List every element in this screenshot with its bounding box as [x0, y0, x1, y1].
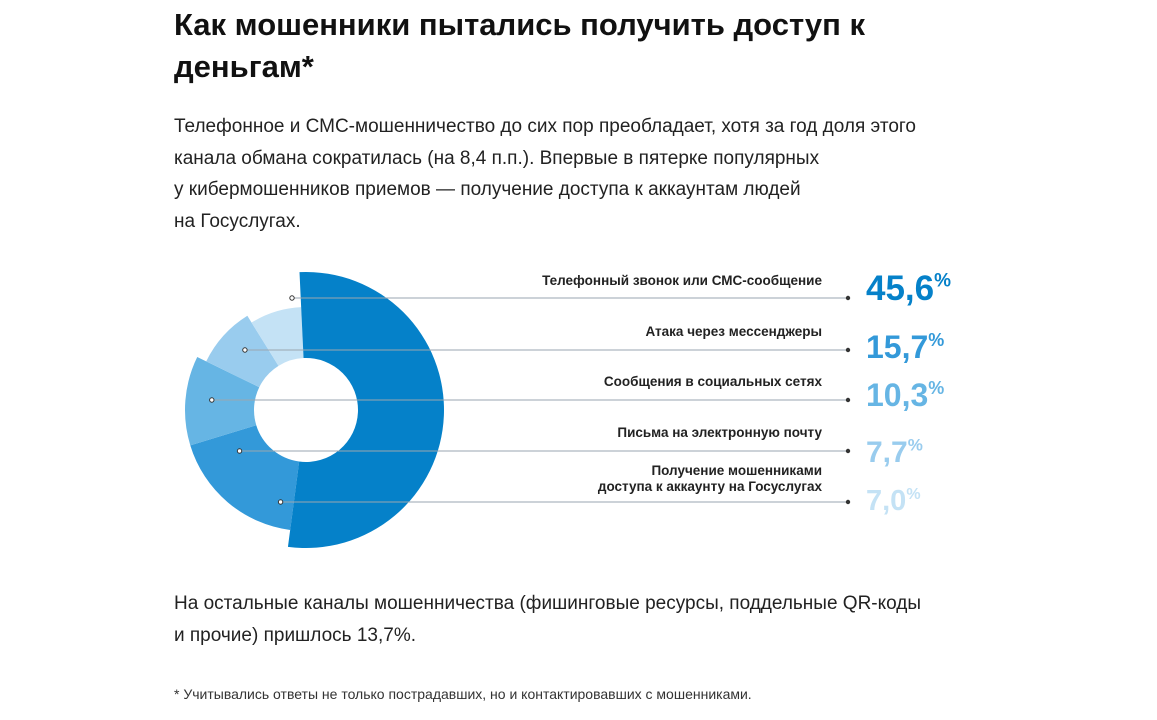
- percentage-label: 7,0%: [866, 485, 921, 517]
- category-label: Письма на электронную почту: [617, 425, 822, 440]
- rest-line: и прочие) пришлось 13,7%.: [174, 624, 416, 646]
- category-label: Получение мошенниками: [651, 463, 822, 478]
- percentage-label: 7,7%: [866, 436, 923, 469]
- percentage-label: 10,3%: [866, 377, 944, 413]
- footnote: * Учитывались ответы не только пострадав…: [174, 686, 752, 702]
- donut-chart: Телефонный звонок или СМС-сообщение 45,6%…: [185, 269, 951, 548]
- leader-anchor-dot: [277, 499, 284, 505]
- leader-end-dot: [845, 448, 851, 454]
- leader-anchor-dot: [209, 397, 215, 403]
- lead-line: на Госуслугах.: [174, 210, 301, 232]
- donut-slice: [251, 307, 304, 366]
- rest-line: На остальные каналы мошенничества (фишин…: [174, 593, 922, 614]
- category-label: Сообщения в социальных сетях: [604, 374, 823, 389]
- lead-line: Телефонное и СМС-мошенничество до сих по…: [174, 116, 916, 137]
- leader-end-dot: [845, 295, 851, 301]
- lead-line: канала обмана сократилась (на 8,4 п.п.).…: [174, 147, 820, 169]
- remaining-channels-text: На остальные каналы мошенничества (фишин…: [174, 588, 1004, 651]
- chart-title: Как мошенники пытались получить доступ к…: [174, 7, 865, 84]
- leader-end-dot: [845, 397, 851, 403]
- leader-anchor-dot: [289, 295, 295, 301]
- percentage-label: 45,6%: [866, 269, 951, 308]
- leader-anchor-dot: [242, 347, 248, 353]
- category-label: Атака через мессенджеры: [645, 324, 822, 339]
- category-label: доступа к аккаунту на Госуслугах: [598, 479, 823, 494]
- percentage-label: 15,7%: [866, 329, 944, 365]
- donut-slice: [190, 425, 300, 530]
- category-label: Телефонный звонок или СМС-сообщение: [542, 273, 822, 288]
- leader-end-dot: [845, 347, 851, 353]
- donut-slice: [287, 272, 444, 548]
- lead-paragraph: Телефонное и СМС-мошенничество до сих по…: [174, 111, 1004, 237]
- lead-line: у кибермошенников приемов — получение до…: [174, 179, 801, 200]
- leader-end-dot: [845, 499, 851, 505]
- donut-slice: [206, 315, 279, 388]
- donut-slice: [185, 356, 260, 446]
- leader-anchor-dot: [236, 448, 243, 454]
